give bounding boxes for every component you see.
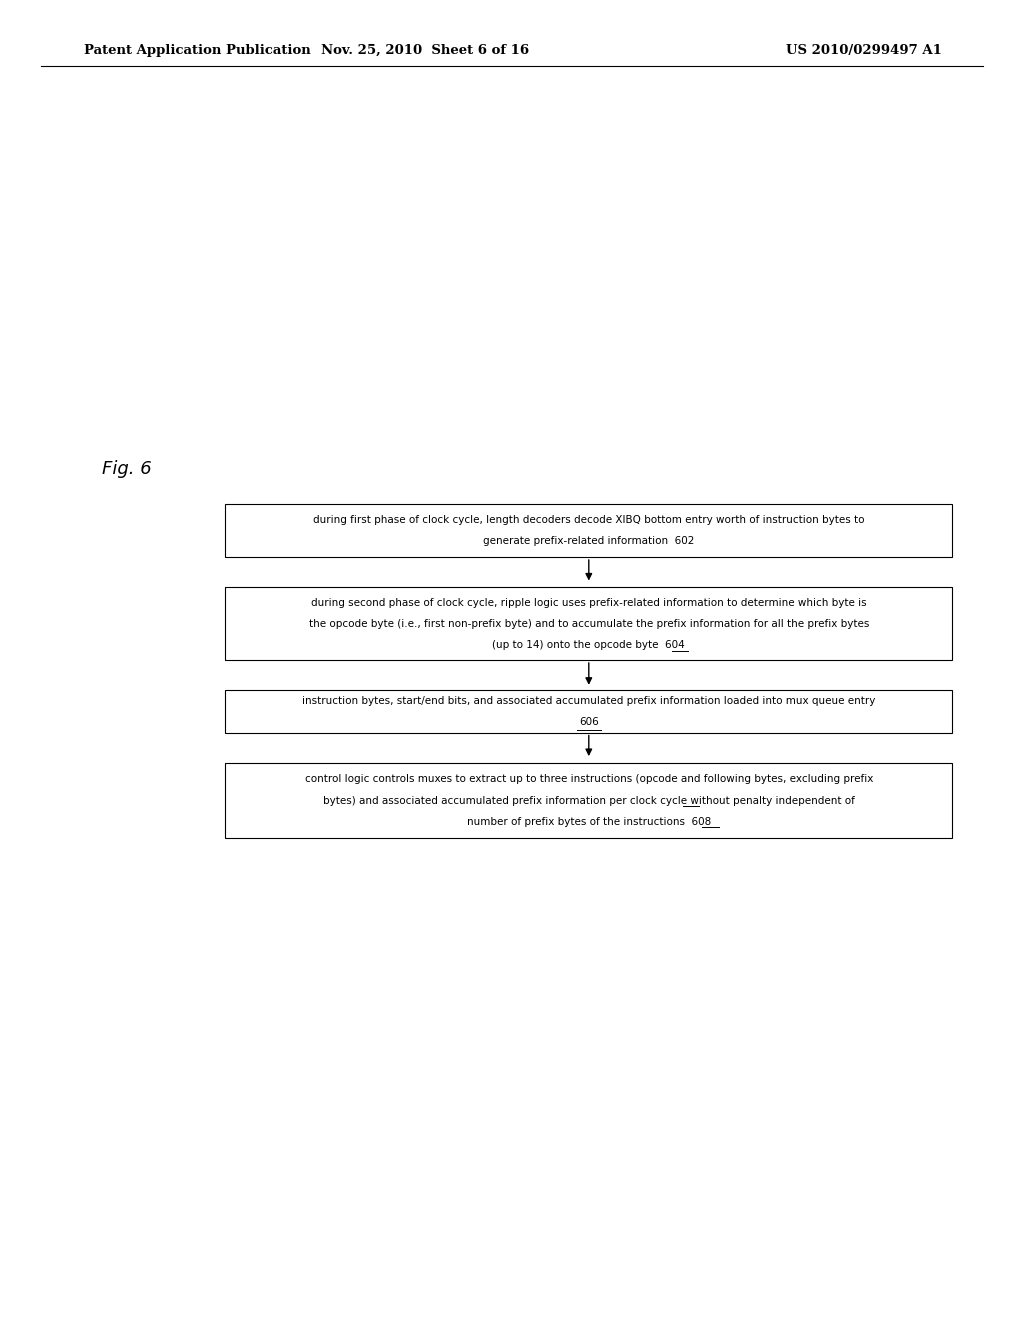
Bar [225, 587, 952, 660]
Text: 606: 606 [579, 717, 599, 727]
Bar [225, 690, 952, 733]
Text: number of prefix bytes of the instructions  608: number of prefix bytes of the instructio… [467, 817, 711, 826]
Text: Nov. 25, 2010  Sheet 6 of 16: Nov. 25, 2010 Sheet 6 of 16 [321, 44, 529, 57]
Text: generate prefix-related information  602: generate prefix-related information 602 [483, 536, 694, 546]
Text: during second phase of clock cycle, ripple logic uses prefix-related information: during second phase of clock cycle, ripp… [311, 598, 866, 607]
Text: (up to 14) onto the opcode byte  604: (up to 14) onto the opcode byte 604 [493, 640, 685, 649]
Bar [225, 504, 952, 557]
Text: instruction bytes, start/end bits, and associated accumulated prefix information: instruction bytes, start/end bits, and a… [302, 696, 876, 706]
Bar [225, 763, 952, 838]
Text: Patent Application Publication: Patent Application Publication [84, 44, 310, 57]
Text: Fig. 6: Fig. 6 [102, 459, 153, 478]
Text: control logic controls muxes to extract up to three instructions (opcode and fol: control logic controls muxes to extract … [304, 775, 873, 784]
Text: during first phase of clock cycle, length decoders decode XIBQ bottom entry wort: during first phase of clock cycle, lengt… [313, 515, 864, 525]
Text: US 2010/0299497 A1: US 2010/0299497 A1 [786, 44, 942, 57]
Text: bytes) and associated accumulated prefix information per clock cycle without pen: bytes) and associated accumulated prefix… [323, 796, 855, 805]
Text: the opcode byte (i.e., first non-prefix byte) and to accumulate the prefix infor: the opcode byte (i.e., first non-prefix … [308, 619, 869, 628]
